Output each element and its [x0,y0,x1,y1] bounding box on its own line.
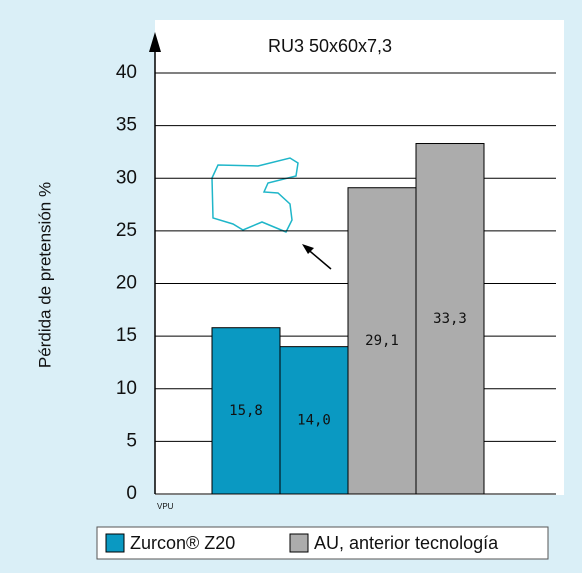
value-label: 29,1 [365,333,399,349]
annotation: VPU [157,502,174,511]
y-axis-label: Pérdida de pretensión % [35,182,54,368]
y-tick-label: 15 [116,325,137,346]
legend-label: AU, anterior tecnología [314,533,499,553]
chart: RU3 50x60x7,3 Pérdida de pretensión % VP… [0,0,582,573]
y-tick-label: 10 [116,378,137,399]
y-tick-label: 30 [116,167,137,188]
y-tick-label: 5 [126,430,137,451]
y-tick-label: 0 [126,483,137,504]
chart-title: RU3 50x60x7,3 [268,36,392,56]
legend-swatch [290,534,308,552]
y-tick-label: 35 [116,115,137,136]
value-label: 15,8 [229,403,263,419]
y-tick-label: 20 [116,273,137,294]
legend-swatch [106,534,124,552]
legend-label: Zurcon® Z20 [130,533,235,553]
y-tick-label: 25 [116,220,137,241]
y-tick-label: 40 [116,62,137,83]
value-label: 14,0 [297,412,331,428]
value-label: 33,3 [433,311,467,327]
